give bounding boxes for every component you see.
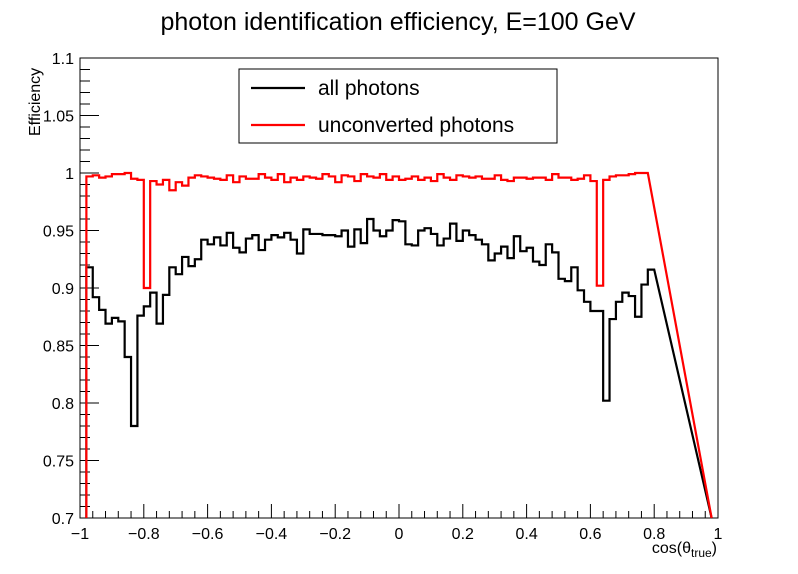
x-tick-label: 1 [714, 526, 723, 543]
x-axis-label-close: ) [712, 540, 717, 557]
y-axis: 0.7 0.75 0.8 0.85 0.9 0.95 1 1.05 1.1 [43, 51, 99, 528]
y-tick-label: 1 [65, 166, 74, 183]
x-axis-label-sub: true [691, 546, 712, 560]
y-tick-label: 1.05 [43, 109, 74, 126]
y-tick-label: 0.7 [52, 511, 74, 528]
x-tick-label: 0.6 [579, 526, 601, 543]
x-axis-label: cos(θtrue) [652, 540, 717, 560]
y-tick-label: 0.9 [52, 281, 74, 298]
legend: all photons unconverted photons [238, 68, 558, 144]
x-tick-label: 0.2 [452, 526, 474, 543]
x-axis: −1 −0.8 −0.6 −0.4 −0.2 0 0.2 0.4 0.6 0.8 1 [71, 504, 723, 543]
series-layer [85, 171, 713, 519]
x-axis-label-main: cos(θ [652, 540, 691, 557]
x-tick-label: −0.4 [256, 526, 288, 543]
series-line-all-photons [85, 217, 713, 519]
chart-title: photon identification efficiency, E=100 … [160, 8, 635, 36]
legend-label: unconverted photons [318, 114, 514, 137]
x-tick-label: 0 [395, 526, 404, 543]
y-tick-label: 0.85 [43, 339, 74, 356]
y-axis-label: Efficiency [27, 68, 44, 136]
x-tick-label: −0.2 [319, 526, 351, 543]
series-line-unconverted-photons [85, 171, 713, 519]
x-tick-label: −0.6 [192, 526, 224, 543]
x-tick-label: 0.4 [515, 526, 537, 543]
legend-label: all photons [318, 77, 420, 100]
y-tick-label: 1.1 [52, 51, 74, 68]
x-tick-label: 0.8 [643, 526, 665, 543]
x-tick-label: −1 [71, 526, 89, 543]
x-tick-label: −0.8 [128, 526, 160, 543]
legend-box [238, 68, 558, 144]
y-tick-label: 0.75 [43, 454, 74, 471]
y-tick-label: 0.8 [52, 396, 74, 413]
y-tick-label: 0.95 [43, 224, 74, 241]
